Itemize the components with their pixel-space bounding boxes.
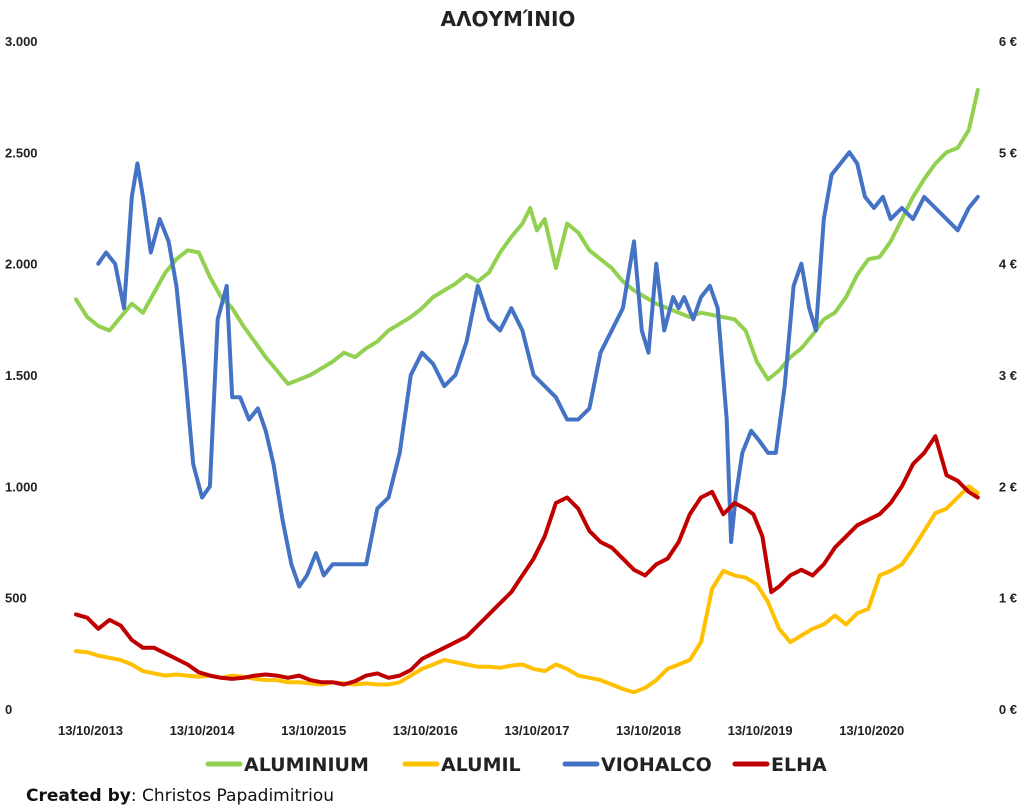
x-tick-label: 13/10/2015	[281, 723, 346, 738]
y-right-tick-label: 5 €	[999, 145, 1017, 160]
legend-item-aluminium: ALUMINIUM	[205, 754, 369, 776]
x-tick-label: 13/10/2020	[839, 723, 904, 738]
x-tick-label: 13/10/2013	[58, 723, 123, 738]
y-left-axis: 0 500 1.000 1.500 2.000 2.500 3.000	[5, 34, 38, 717]
legend-item-elha: ELHA	[732, 754, 827, 776]
y-right-tick-label: 1 €	[999, 591, 1017, 606]
x-axis: 13/10/2013 13/10/2014 13/10/2015 13/10/2016…	[58, 723, 904, 738]
y-left-tick-label: 1.000	[5, 479, 38, 494]
y-right-axis: 0 € 1 € 2 € 3 € 4 € 5 € 6 €	[999, 34, 1017, 717]
chart-title: ΑΛΟΥΜΊΝΙΟ	[441, 7, 576, 31]
series-line-aluminium	[74, 88, 980, 386]
y-right-tick-label: 6 €	[999, 34, 1017, 49]
series-line-elha	[74, 434, 980, 687]
legend-label: ELHA	[771, 754, 827, 776]
y-right-tick-label: 3 €	[999, 368, 1017, 383]
credit-label: Created by	[26, 786, 131, 806]
x-tick-label: 13/10/2019	[728, 723, 793, 738]
credit: Created by: Christos Papadimitriou	[26, 786, 334, 806]
y-left-tick-label: 0	[5, 702, 12, 717]
series-lines	[74, 88, 980, 695]
y-right-tick-label: 0 €	[999, 702, 1017, 717]
legend-item-viohalco: VIOHALCO	[562, 754, 712, 776]
x-tick-label: 13/10/2016	[393, 723, 458, 738]
y-left-tick-label: 1.500	[5, 368, 38, 383]
y-right-tick-label: 4 €	[999, 257, 1017, 272]
credit-separator: :	[130, 786, 142, 806]
legend-label: ALUMIL	[441, 754, 521, 776]
x-tick-label: 13/10/2014	[170, 723, 236, 738]
y-right-tick-label: 2 €	[999, 479, 1017, 494]
x-tick-label: 13/10/2017	[504, 723, 569, 738]
y-left-tick-label: 3.000	[5, 34, 38, 49]
y-left-tick-label: 2.000	[5, 257, 38, 272]
legend-label: VIOHALCO	[601, 754, 712, 776]
series-line-alumil	[74, 484, 980, 695]
x-tick-label: 13/10/2018	[616, 723, 681, 738]
legend-item-alumil: ALUMIL	[402, 754, 521, 776]
y-left-tick-label: 2.500	[5, 145, 38, 160]
legend-label: ALUMINIUM	[244, 754, 369, 776]
series-line-viohalco	[96, 150, 980, 589]
y-left-tick-label: 500	[5, 591, 27, 606]
credit-author: Christos Papadimitriou	[142, 786, 335, 806]
legend: ALUMINIUM ALUMIL VIOHALCO ELHA	[205, 754, 827, 776]
